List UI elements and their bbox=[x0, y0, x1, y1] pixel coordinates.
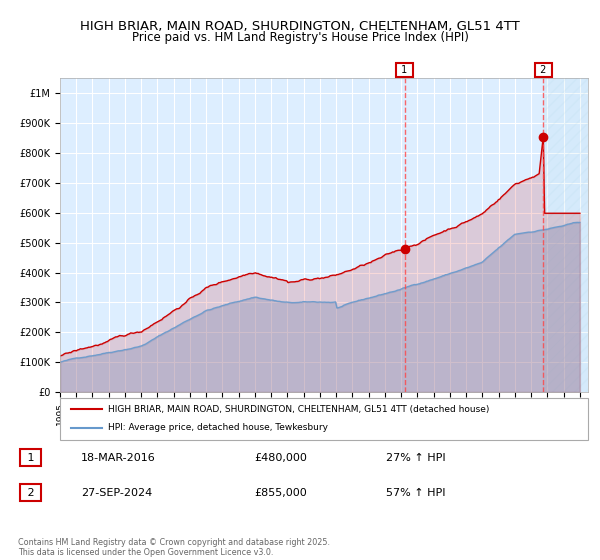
Bar bbox=[544, 78, 588, 392]
Text: 57% ↑ HPI: 57% ↑ HPI bbox=[386, 488, 446, 498]
Text: HIGH BRIAR, MAIN ROAD, SHURDINGTON, CHELTENHAM, GL51 4TT (detached house): HIGH BRIAR, MAIN ROAD, SHURDINGTON, CHEL… bbox=[107, 405, 489, 414]
Text: 18-MAR-2016: 18-MAR-2016 bbox=[81, 453, 156, 463]
Text: 1: 1 bbox=[398, 66, 411, 75]
Text: 1: 1 bbox=[23, 453, 38, 463]
Text: £855,000: £855,000 bbox=[254, 488, 307, 498]
Text: HPI: Average price, detached house, Tewkesbury: HPI: Average price, detached house, Tewk… bbox=[107, 423, 328, 432]
Text: Contains HM Land Registry data © Crown copyright and database right 2025.
This d: Contains HM Land Registry data © Crown c… bbox=[18, 538, 330, 557]
Text: Price paid vs. HM Land Registry's House Price Index (HPI): Price paid vs. HM Land Registry's House … bbox=[131, 31, 469, 44]
Text: 2: 2 bbox=[537, 66, 550, 75]
Text: £480,000: £480,000 bbox=[254, 453, 307, 463]
Text: 27-SEP-2024: 27-SEP-2024 bbox=[81, 488, 152, 498]
Text: 27% ↑ HPI: 27% ↑ HPI bbox=[386, 453, 446, 463]
Text: HIGH BRIAR, MAIN ROAD, SHURDINGTON, CHELTENHAM, GL51 4TT: HIGH BRIAR, MAIN ROAD, SHURDINGTON, CHEL… bbox=[80, 20, 520, 32]
Text: 2: 2 bbox=[23, 488, 38, 498]
FancyBboxPatch shape bbox=[60, 398, 588, 440]
